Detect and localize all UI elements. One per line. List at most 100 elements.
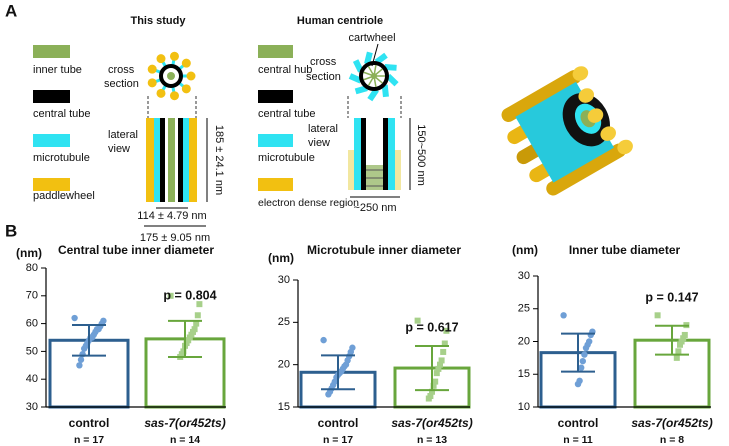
data-point: [425, 395, 432, 402]
y-axis-label: (nm): [268, 251, 294, 265]
paddle: [181, 84, 191, 94]
p-value: p = 0.147: [645, 290, 698, 304]
data-point: [414, 317, 421, 324]
y-tick-label: 60: [26, 318, 38, 330]
cross-label: cross: [310, 56, 337, 68]
data-point: [193, 320, 200, 327]
y-tick-label: 30: [26, 401, 38, 413]
data-point: [433, 370, 440, 377]
data-point: [579, 357, 586, 365]
data-point: [438, 357, 445, 364]
data-point: [673, 354, 680, 361]
data-point: [437, 361, 443, 368]
data-point: [432, 378, 439, 385]
n-label: n = 17: [323, 434, 353, 446]
paddle: [169, 91, 179, 101]
hub: [167, 72, 175, 80]
data-point: [681, 331, 688, 338]
triplet: [374, 52, 388, 65]
data-point: [443, 327, 450, 334]
data-point: [560, 312, 567, 319]
data-point: [430, 382, 437, 389]
x-tick-label: sas-7(or452ts): [391, 416, 472, 430]
lateral-label: view: [308, 137, 330, 149]
p-value: p = 0.617: [405, 320, 458, 334]
data-point: [441, 340, 448, 347]
x-tick-label: sas-7(or452ts): [144, 416, 225, 430]
data-point: [196, 301, 203, 308]
data-point: [578, 364, 585, 371]
x-tick-label: sas-7(or452ts): [631, 416, 712, 430]
cartwheel-label: cartwheel: [348, 32, 395, 44]
data-point: [429, 388, 435, 395]
paddle: [186, 71, 196, 81]
panel-label: A: [5, 1, 17, 20]
y-tick-label: 25: [518, 303, 530, 315]
triplet: [364, 51, 373, 65]
y-tick-label: 20: [518, 335, 530, 347]
lateral-label: lateral: [108, 129, 138, 141]
dimension-label: 150~500 nm: [415, 124, 427, 185]
paddle: [156, 88, 166, 98]
left-title: This study: [130, 15, 186, 27]
lateral-label: view: [108, 143, 130, 155]
cross-section-diagram: [147, 51, 196, 101]
y-tick-label: 10: [518, 401, 530, 413]
data-point: [677, 341, 683, 348]
paddle: [156, 54, 166, 64]
p-value: p = 0.804: [163, 288, 216, 302]
chart-title: Inner tube diameter: [569, 243, 681, 257]
triplet: [354, 85, 368, 95]
y-tick-label: 15: [518, 368, 530, 380]
triplet: [348, 73, 363, 84]
model-3d: [501, 66, 633, 196]
y-tick-label: 20: [278, 359, 290, 371]
legend-label: central tube: [33, 108, 90, 120]
paddle: [181, 58, 191, 68]
y-tick-label: 25: [278, 316, 290, 328]
data-point: [325, 391, 332, 398]
dimension-label: 114 ± 4.79 nm: [137, 210, 206, 222]
right-title: Human centriole: [297, 15, 383, 27]
dimension-label: 175 ± 9.05 nm: [140, 232, 210, 244]
lateral-diagram: [348, 118, 401, 190]
triplet: [352, 59, 364, 73]
x-tick-label: control: [318, 416, 359, 430]
right-legend: central hub central tube microtubule ele…: [258, 45, 359, 209]
y-tick-label: 15: [278, 401, 290, 413]
data-point: [440, 348, 447, 355]
data-point: [320, 336, 327, 344]
x-tick-label: control: [558, 416, 599, 430]
legend-label: microtubule: [258, 152, 315, 164]
y-axis-label: (nm): [16, 246, 42, 260]
chart-title: Microtubule inner diameter: [307, 243, 461, 257]
data-point: [167, 292, 174, 299]
paddle: [147, 64, 157, 74]
triplet: [385, 73, 399, 87]
paddle: [169, 51, 179, 61]
hub: [371, 73, 377, 79]
cross-label: cross: [108, 64, 135, 76]
legend-label: electron dense region: [258, 197, 359, 209]
data-point: [71, 314, 78, 322]
data-point: [654, 312, 661, 319]
data-point: [76, 362, 83, 369]
n-label: n = 11: [563, 434, 593, 446]
legend-label: microtubule: [33, 152, 90, 164]
dimension-label: ~250 nm: [353, 202, 396, 214]
cross-label: section: [104, 78, 139, 90]
data-point: [194, 312, 201, 319]
triplet: [384, 64, 397, 71]
triplet: [367, 88, 379, 102]
ring: [359, 61, 389, 91]
data-point: [81, 345, 88, 352]
data-point: [435, 365, 442, 372]
swatch: [33, 90, 70, 103]
n-label: n = 8: [660, 434, 684, 446]
data-point: [680, 335, 687, 342]
dimension-label: 185 ± 24.1 nm: [213, 125, 225, 195]
data-point: [77, 356, 85, 363]
y-tick-label: 30: [518, 270, 530, 282]
data-point: [675, 348, 682, 355]
